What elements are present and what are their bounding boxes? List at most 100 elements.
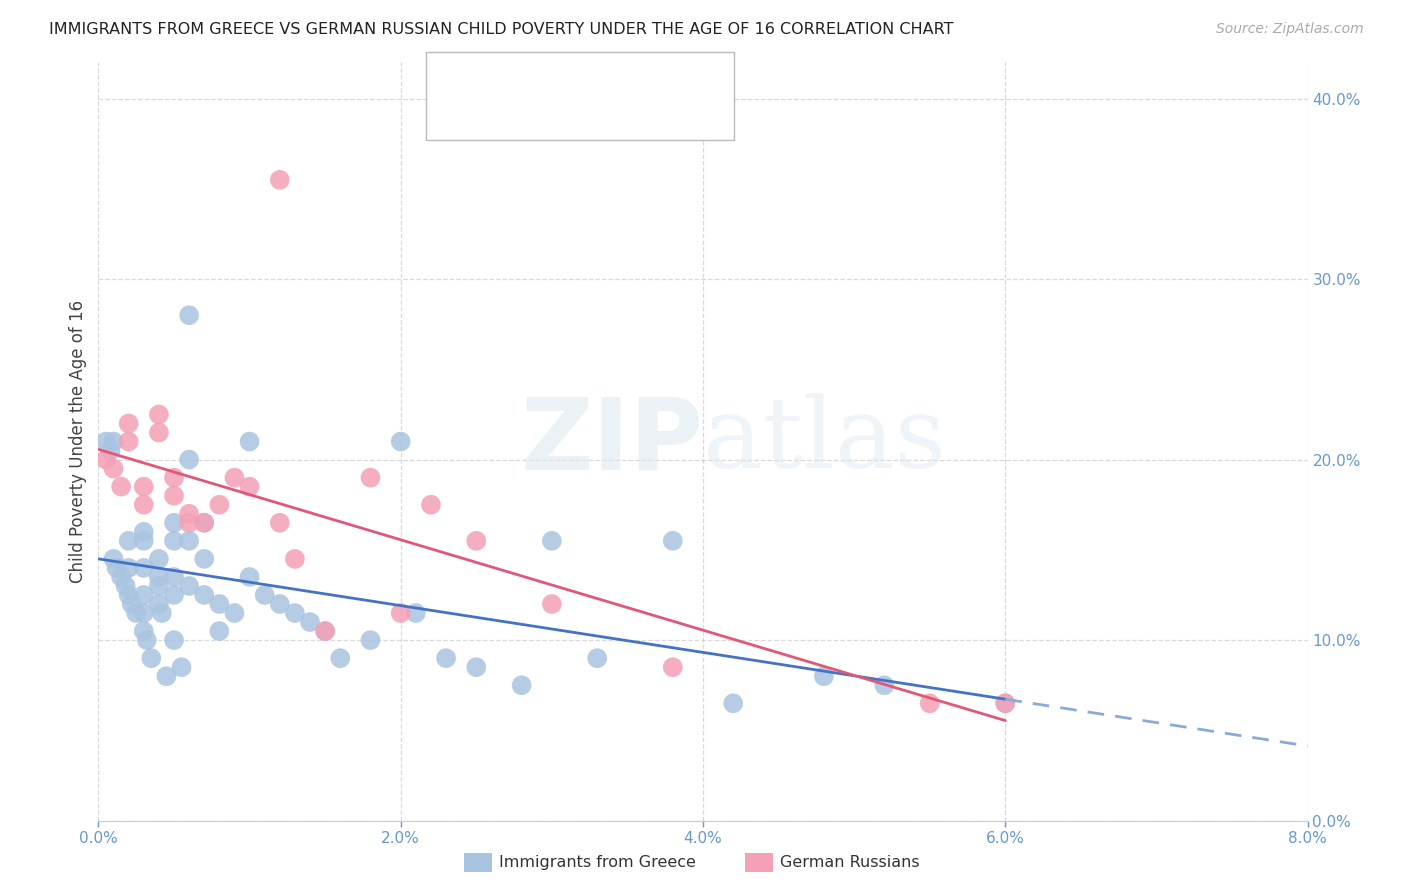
Point — [540, 533, 562, 548]
Point — [121, 597, 143, 611]
Point — [103, 461, 125, 475]
Point — [100, 443, 122, 458]
Point — [132, 624, 155, 639]
Point — [114, 579, 136, 593]
Point — [193, 516, 215, 530]
Point — [269, 597, 291, 611]
Point — [208, 498, 231, 512]
Point — [873, 678, 896, 692]
Point — [405, 606, 427, 620]
Point — [239, 570, 262, 584]
Point — [239, 434, 262, 449]
Point — [135, 633, 157, 648]
Point — [132, 561, 155, 575]
Point — [148, 570, 170, 584]
Point — [329, 651, 352, 665]
Point — [179, 452, 201, 467]
Point — [193, 552, 215, 566]
Text: atlas: atlas — [703, 393, 946, 490]
Point — [465, 533, 488, 548]
Point — [170, 660, 193, 674]
Point — [389, 434, 412, 449]
Point — [103, 434, 125, 449]
Point — [118, 417, 141, 431]
Point — [163, 516, 186, 530]
Point — [434, 651, 457, 665]
Point — [132, 533, 155, 548]
Text: N =: N = — [571, 103, 607, 120]
Text: N =: N = — [571, 67, 607, 85]
Point — [148, 597, 170, 611]
Text: German Russians: German Russians — [780, 855, 920, 870]
Point — [141, 651, 163, 665]
Point — [163, 489, 186, 503]
Point — [163, 533, 186, 548]
Text: R =: R = — [479, 103, 516, 120]
Point — [179, 308, 201, 322]
Point — [208, 624, 231, 639]
Text: -0.463: -0.463 — [515, 103, 574, 120]
Point — [269, 516, 291, 530]
Point — [132, 606, 155, 620]
Point — [239, 480, 262, 494]
Point — [360, 633, 382, 648]
Point — [284, 552, 307, 566]
Point — [110, 480, 132, 494]
Text: 27: 27 — [606, 103, 630, 120]
Point — [314, 624, 336, 639]
Point — [510, 678, 533, 692]
Point — [150, 606, 173, 620]
Point — [148, 425, 170, 440]
Point — [661, 660, 683, 674]
Point — [224, 606, 246, 620]
Point — [163, 470, 186, 484]
Text: Immigrants from Greece: Immigrants from Greece — [499, 855, 696, 870]
Point — [299, 615, 322, 629]
Point — [193, 516, 215, 530]
Point — [148, 552, 170, 566]
Text: Source: ZipAtlas.com: Source: ZipAtlas.com — [1216, 22, 1364, 37]
Point — [224, 470, 246, 484]
Point — [163, 633, 186, 648]
Point — [389, 606, 412, 620]
Point — [193, 588, 215, 602]
Point — [132, 498, 155, 512]
Point — [208, 597, 231, 611]
Point — [918, 696, 941, 710]
Point — [118, 588, 141, 602]
Point — [110, 570, 132, 584]
Point — [314, 624, 336, 639]
Point — [148, 408, 170, 422]
Point — [269, 173, 291, 187]
Y-axis label: Child Poverty Under the Age of 16: Child Poverty Under the Age of 16 — [69, 300, 87, 583]
Point — [148, 579, 170, 593]
Point — [118, 561, 141, 575]
Text: ZIP: ZIP — [520, 393, 703, 490]
Text: 64: 64 — [606, 67, 628, 85]
Point — [994, 696, 1017, 710]
Point — [132, 588, 155, 602]
Point — [661, 533, 683, 548]
Point — [813, 669, 835, 683]
Point — [360, 470, 382, 484]
Point — [465, 660, 488, 674]
Point — [420, 498, 443, 512]
Point — [163, 588, 186, 602]
Point — [132, 524, 155, 539]
Point — [253, 588, 276, 602]
Point — [179, 579, 201, 593]
Point — [179, 533, 201, 548]
Point — [125, 606, 148, 620]
Point — [179, 516, 201, 530]
Point — [284, 606, 307, 620]
Point — [155, 669, 177, 683]
Point — [94, 434, 117, 449]
Text: IMMIGRANTS FROM GREECE VS GERMAN RUSSIAN CHILD POVERTY UNDER THE AGE OF 16 CORRE: IMMIGRANTS FROM GREECE VS GERMAN RUSSIAN… — [49, 22, 953, 37]
Point — [103, 552, 125, 566]
Point — [132, 480, 155, 494]
Point — [723, 696, 745, 710]
Point — [179, 507, 201, 521]
Point — [994, 696, 1017, 710]
Point — [163, 570, 186, 584]
Point — [105, 561, 128, 575]
